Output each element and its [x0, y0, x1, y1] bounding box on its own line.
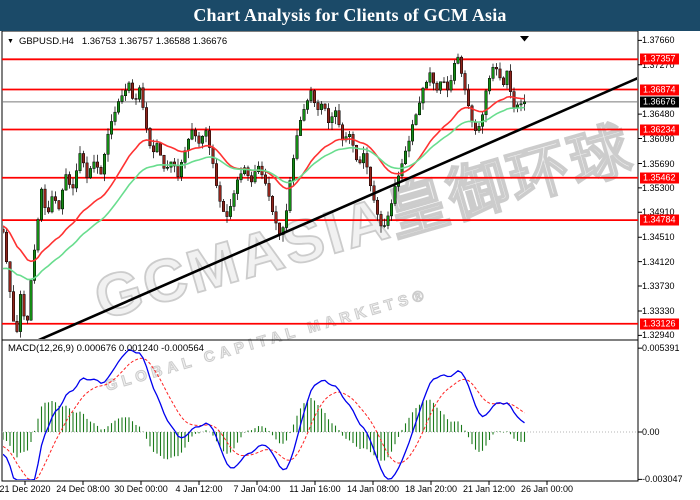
macd-layer — [3, 348, 526, 480]
price-level-label: 1.33126 — [640, 318, 679, 330]
latest-bar-marker-icon — [520, 36, 529, 42]
x-axis-date-label: 26 Jan 00:00 — [520, 484, 574, 494]
symbol-label: GBPUSD.H4 — [18, 36, 74, 47]
page-title: Chart Analysis for Clients of GCM Asia — [193, 5, 507, 25]
y-axis-tick-label: 1.36480 — [642, 109, 675, 120]
trendline[interactable] — [16, 77, 638, 350]
current-price-label: 1.36676 — [640, 96, 679, 108]
price-level-label: 1.35462 — [640, 172, 679, 184]
y-axis-tick-label: 1.33330 — [642, 306, 675, 316]
symbol-dropdown-icon[interactable]: ▼ — [7, 38, 14, 45]
candles-layer — [3, 53, 526, 338]
x-axis-date-label: 24 Dec 08:00 — [56, 484, 110, 494]
macd-axis-label: -0.003047 — [642, 474, 683, 485]
y-axis-tick-label: 1.32940 — [642, 330, 675, 341]
price-level-label: 1.37357 — [640, 53, 679, 65]
x-axis-date-label: 14 Jan 08:00 — [346, 484, 400, 494]
y-axis-tick-label: 1.34910 — [642, 207, 675, 218]
x-axis-date-label: 4 Jan 12:00 — [175, 484, 223, 494]
x-axis-date-label: 7 Jan 04:00 — [233, 484, 281, 494]
y-axis-tick-label: 1.35690 — [642, 158, 675, 169]
x-axis-date-label: 18 Jan 20:00 — [404, 484, 458, 494]
x-axis-date-label: 30 Dec 00:00 — [114, 484, 168, 494]
y-axis-tick-label: 1.33730 — [642, 281, 675, 291]
symbol-header: ▼ GBPUSD.H4 1.36753 1.36757 1.36588 1.36… — [7, 36, 227, 47]
title-bar: Chart Analysis for Clients of GCM Asia — [0, 0, 700, 31]
y-axis-tick-label: 1.34120 — [642, 256, 675, 267]
price-level-label: 1.36874 — [640, 84, 679, 95]
macd-axis-label: 0.005391 — [642, 343, 680, 354]
y-axis-tick-label: 1.35300 — [642, 182, 675, 193]
main-panel-border — [1, 30, 639, 341]
moving-average-ma-slow[interactable] — [3, 106, 525, 281]
x-axis-date-label: 21 Dec 2020 — [0, 484, 51, 494]
price-level-label: 1.36234 — [640, 124, 679, 135]
macd-panel-border — [1, 339, 639, 482]
x-axis-date-label: 21 Jan 12:00 — [462, 484, 516, 494]
ohlc-values: 1.36753 1.36757 1.36588 1.36676 — [81, 36, 228, 47]
y-axis-tick-label: 1.37660 — [642, 35, 675, 46]
macd-axis-label: 0.00 — [642, 427, 660, 437]
x-axis-date-label: 11 Jan 16:00 — [289, 484, 341, 494]
macd-header: MACD(12,26,9) 0.000676 0.001240 -0.00056… — [8, 343, 204, 354]
price-level-label: 1.34784 — [640, 214, 679, 226]
y-axis-tick-label: 1.36090 — [642, 133, 675, 144]
y-axis-tick-label: 1.34510 — [642, 232, 675, 243]
